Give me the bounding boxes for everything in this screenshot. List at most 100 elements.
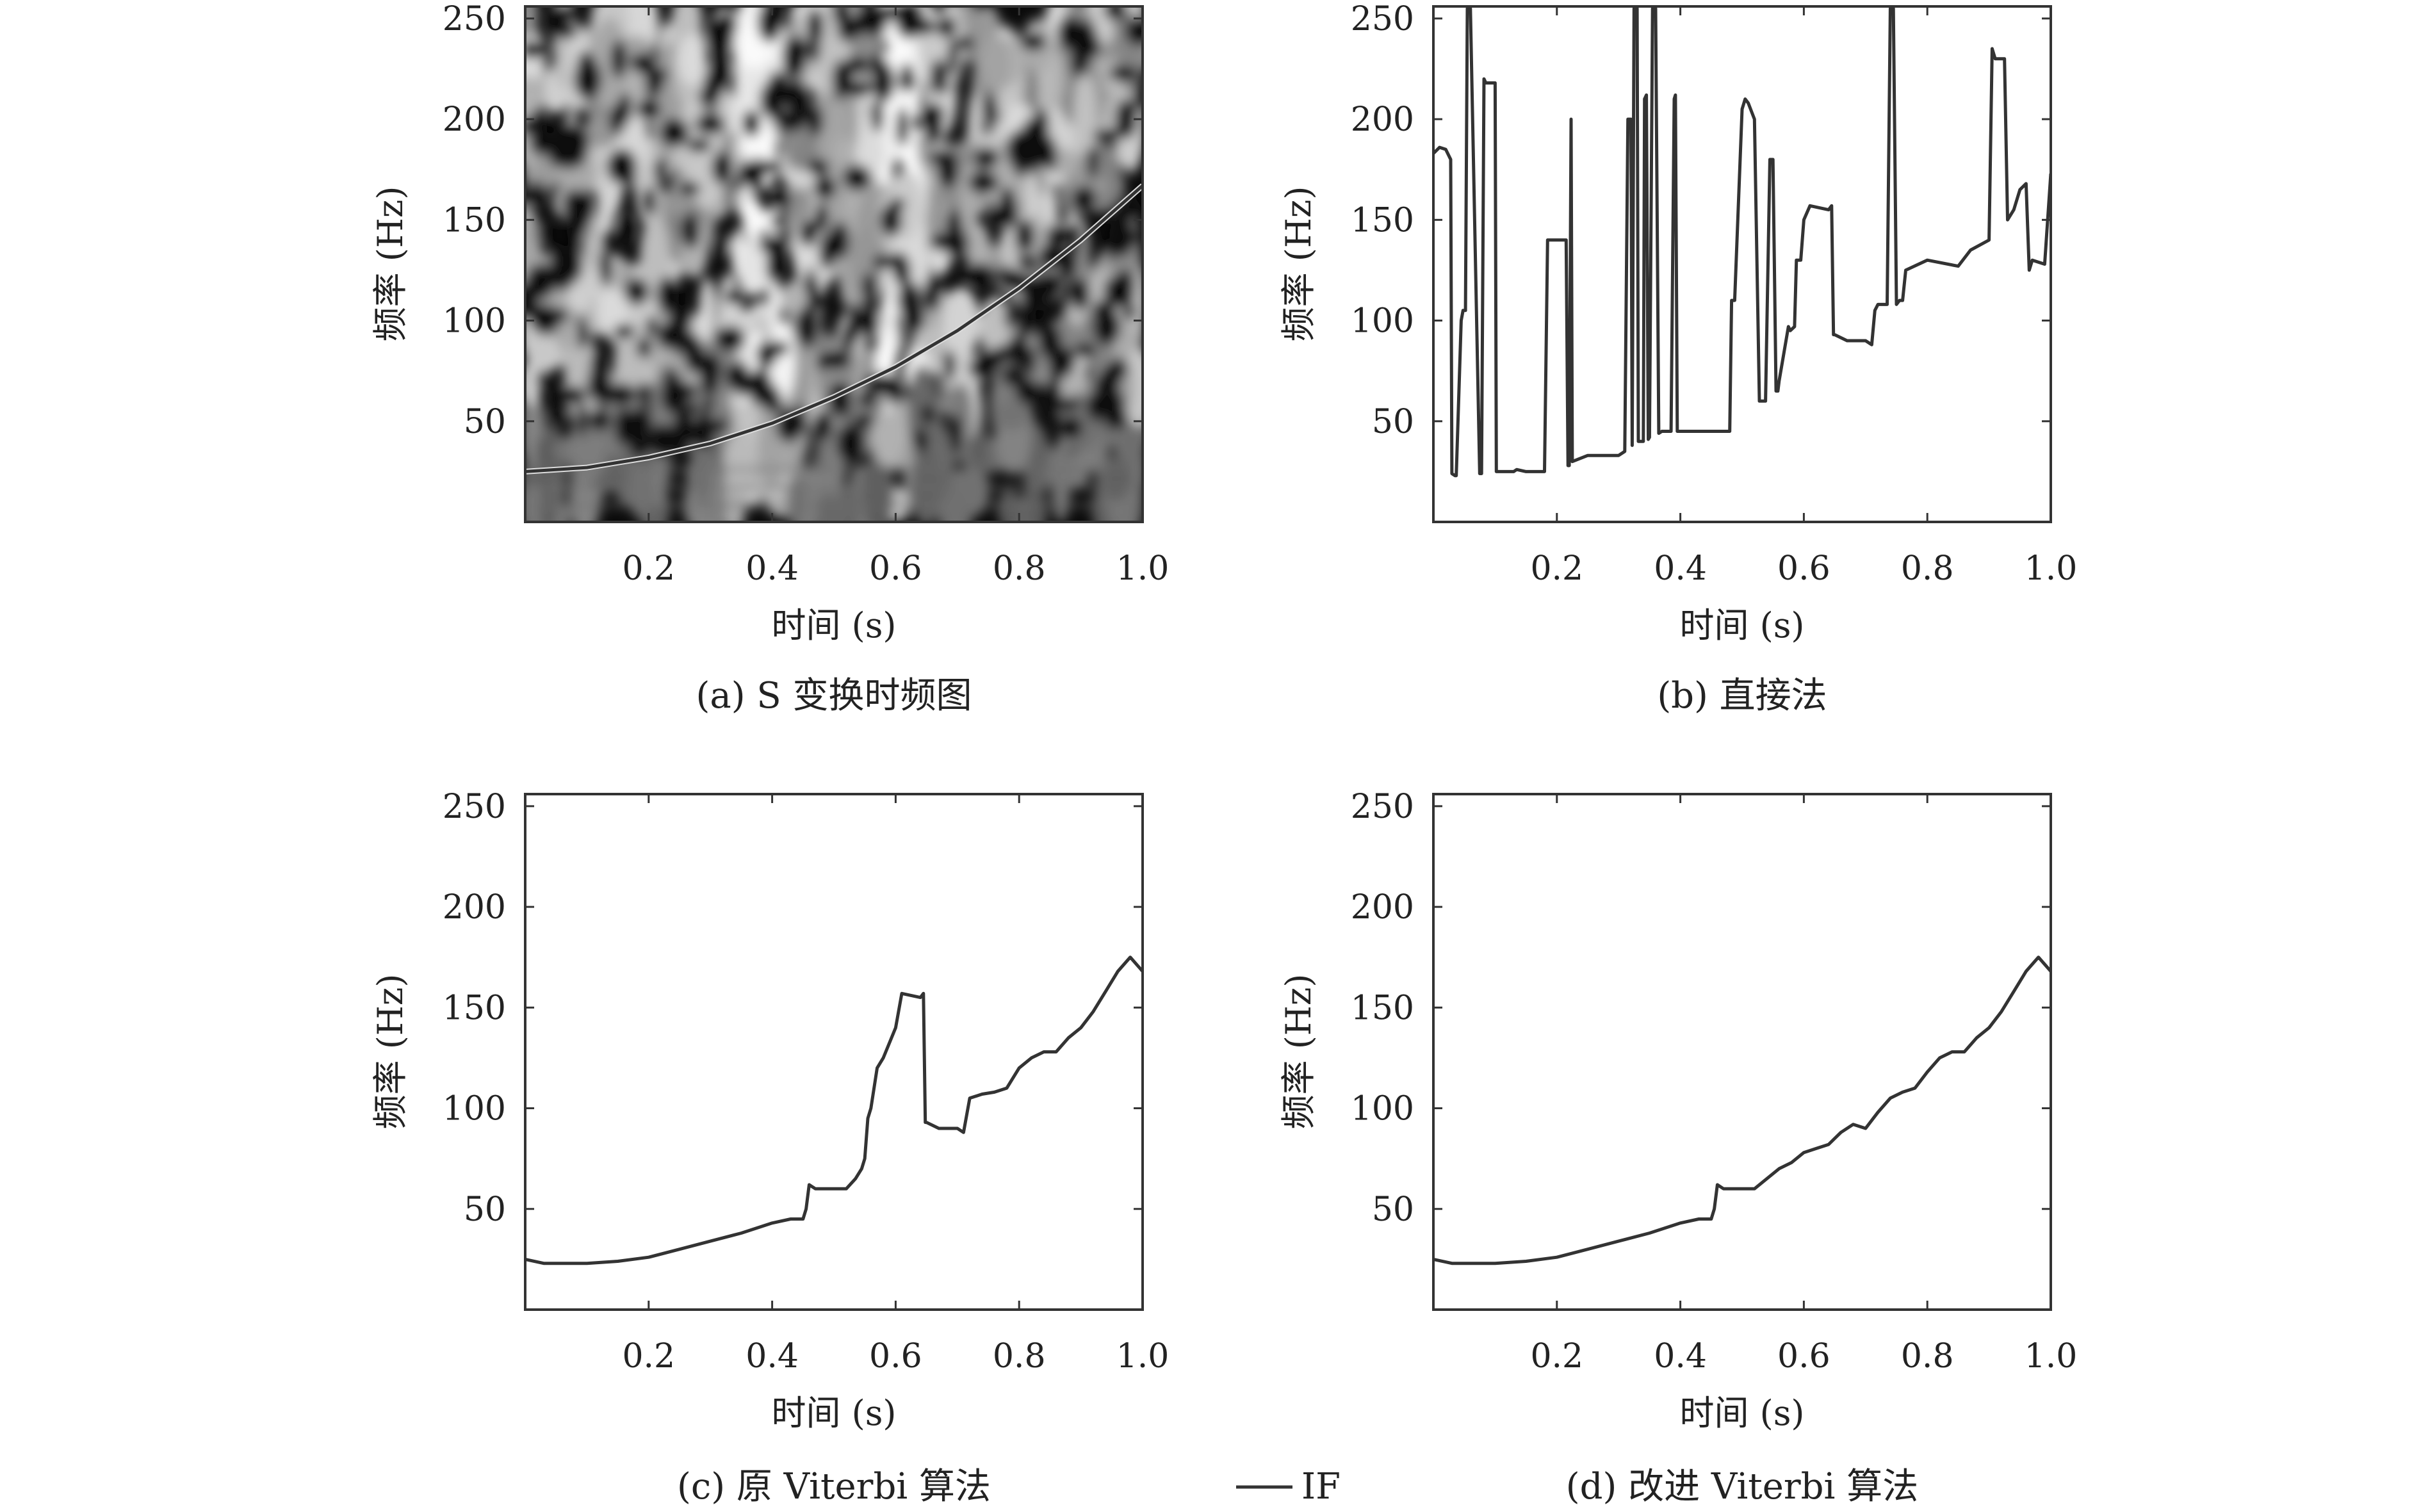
spectrogram-hole (747, 368, 773, 406)
spectrogram-hole (872, 254, 894, 270)
spectrogram-hole (733, 361, 751, 398)
spectrogram-blob (525, 6, 539, 38)
spectrogram-blob (981, 36, 1011, 93)
spectrogram-hole (879, 204, 903, 237)
spectrogram-hole (927, 272, 940, 290)
x-tick-label: 0.4 (746, 549, 799, 588)
panel-d: 0.2 0.4 0.6 0.8 1.0 50 100 150 200 250 时间 (s) 频率 … (1278, 788, 2077, 1508)
y-tick-label: 100 (1351, 302, 1414, 341)
y-tick-label: 50 (1372, 403, 1414, 441)
ylabel-d: 频率 (Hz) (1278, 974, 1319, 1130)
spectrogram-hole (807, 158, 829, 176)
spectrogram-hole (641, 187, 655, 216)
spectrogram-hole (1104, 406, 1128, 430)
x-tick-label: 0.4 (1654, 549, 1707, 588)
ylabel-b: 频率 (Hz) (1278, 186, 1319, 342)
spectrogram-hole (988, 205, 1018, 222)
spectrogram-hole (950, 414, 963, 455)
spectrogram-hole (806, 104, 824, 137)
spectrogram-blob (1024, 173, 1039, 220)
spectrogram-band (525, 503, 1143, 508)
estimated-if-line (525, 955, 1143, 1265)
spectrogram-blob (724, 428, 756, 498)
spectrogram-hole (854, 414, 876, 428)
spectrogram-hole (925, 110, 943, 145)
spectrogram-hole (1107, 358, 1129, 380)
spectrogram-hole (1025, 138, 1046, 172)
spectrogram-blob (992, 400, 1029, 430)
y-tick-label: 100 (1351, 1090, 1414, 1128)
x-tick-label: 1.0 (1116, 1337, 1170, 1376)
spectrogram-hole (1015, 377, 1039, 405)
spectrogram-hole (819, 232, 835, 270)
x-tick-label: 0.2 (1530, 549, 1583, 588)
spectrogram-hole (687, 138, 712, 152)
y-tick-label: 50 (464, 1191, 506, 1229)
y-tick-label: 100 (443, 302, 506, 341)
spectrogram-hole (741, 110, 761, 138)
spectrogram-hole (1056, 17, 1084, 51)
spectrogram-hole (813, 175, 836, 200)
x-tick-label: 1.0 (2025, 549, 2078, 588)
spectrogram-hole (899, 288, 912, 315)
spectrogram-hole (706, 15, 734, 57)
spectrogram-hole (760, 82, 781, 118)
panel-c: 0.2 0.4 0.6 0.8 1.0 50 100 150 200 250 时间 (s) 频率 … (370, 788, 1169, 1508)
spectrogram-blob (1051, 438, 1072, 522)
y-tick-label: 150 (443, 201, 506, 240)
spectrogram-hole (713, 55, 727, 95)
x-tick-label: 0.2 (1530, 1337, 1583, 1376)
spectrogram-hole (646, 315, 657, 337)
spectrogram-hole (1004, 302, 1016, 329)
spectrogram-hole (529, 131, 553, 156)
spectrogram-texture (525, 6, 1143, 522)
spectrogram-blob (813, 491, 853, 522)
xlabel-b: 时间 (s) (1679, 605, 1804, 646)
spectrogram-hole (770, 214, 787, 229)
spectrogram-hole (1020, 33, 1047, 51)
spectrogram-blob (998, 489, 1020, 522)
spectrogram-blob (735, 239, 772, 297)
spectrogram-hole (610, 40, 627, 79)
spectrogram-blob (587, 213, 601, 281)
caption-a: (a) S 变换时频图 (696, 675, 972, 717)
spectrogram-blob (525, 361, 542, 406)
spectrogram-hole (756, 341, 777, 369)
xlabel-c: 时间 (s) (771, 1393, 896, 1433)
spectrogram-blob (845, 183, 861, 217)
spectrogram-hole (1041, 136, 1057, 172)
spectrogram-blob (577, 268, 605, 302)
spectrogram-hole (815, 353, 829, 371)
spectrogram-blob (769, 320, 796, 402)
spectrogram-hole (947, 37, 959, 77)
spectrogram-hole (590, 350, 603, 389)
x-tick-label: 0.8 (1901, 549, 1954, 588)
y-tick-label: 250 (1351, 0, 1414, 38)
spectrogram-hole (698, 88, 713, 106)
spectrogram-hole (832, 62, 854, 93)
spectrogram-hole (983, 93, 998, 127)
spectrogram-hole (654, 158, 668, 182)
spectrogram-hole (535, 225, 553, 242)
y-tick-label: 150 (443, 989, 506, 1027)
spectrogram-hole (861, 272, 877, 303)
spectrogram-hole (698, 352, 722, 386)
spectrogram-hole (1074, 343, 1096, 357)
spectrogram-hole (814, 202, 828, 232)
spectrogram-hole (890, 197, 906, 211)
spectrogram-hole (1104, 6, 1127, 21)
spectrogram-hole (614, 407, 633, 446)
spectrogram-hole (525, 282, 539, 320)
x-tick-label: 1.0 (2025, 1337, 2078, 1376)
spectrogram-hole (715, 325, 746, 352)
spectrogram-hole (538, 266, 555, 286)
spectrogram-hole (672, 410, 695, 450)
x-tick-label: 0.8 (993, 1337, 1046, 1376)
spectrogram-hole (555, 307, 568, 322)
spectrogram-hole (886, 378, 904, 405)
estimated-if-line (1433, 6, 2051, 478)
y-tick-label: 250 (1351, 788, 1414, 826)
spectrogram-hole (921, 404, 936, 425)
spectrogram-hole (766, 248, 780, 283)
